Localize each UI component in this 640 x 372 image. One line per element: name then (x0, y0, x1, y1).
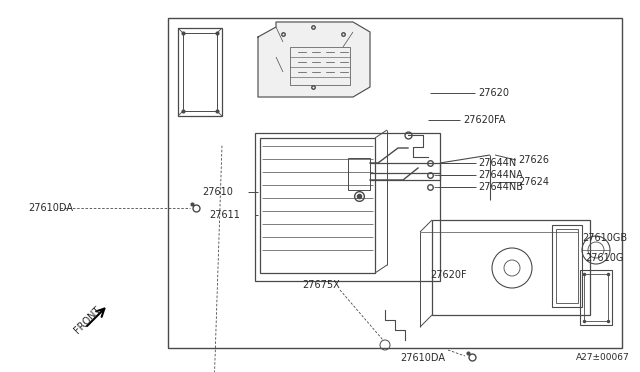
Bar (183, 33, 217, 111)
Bar (552, 225, 582, 307)
Bar (178, 28, 222, 116)
Bar (556, 229, 578, 303)
Text: 27624: 27624 (518, 177, 549, 187)
Bar (290, 47, 350, 85)
Bar (260, 138, 375, 273)
Text: 27610GB: 27610GB (582, 233, 627, 243)
Text: 27610: 27610 (202, 187, 233, 197)
Text: 27644N: 27644N (478, 158, 516, 168)
Text: 27610DA: 27610DA (28, 203, 73, 213)
Bar (168, 18, 622, 348)
Text: 27620: 27620 (478, 88, 509, 98)
Text: 27620FA: 27620FA (463, 115, 506, 125)
Polygon shape (258, 22, 370, 97)
Bar (432, 220, 590, 315)
Text: 27620F: 27620F (430, 270, 467, 280)
Text: A27±00067: A27±00067 (576, 353, 630, 362)
Bar (580, 270, 612, 325)
Bar (348, 158, 370, 190)
Text: 27644NA: 27644NA (478, 170, 523, 180)
Text: 27626: 27626 (518, 155, 549, 165)
Text: 27675X: 27675X (302, 280, 340, 290)
Bar (255, 133, 440, 281)
Text: FRONT: FRONT (72, 304, 102, 335)
Text: 27644NB: 27644NB (478, 182, 523, 192)
Bar (584, 274, 608, 321)
Text: 27610G: 27610G (585, 253, 623, 263)
Text: 27611: 27611 (209, 210, 240, 220)
Text: 27610DA: 27610DA (400, 353, 445, 363)
